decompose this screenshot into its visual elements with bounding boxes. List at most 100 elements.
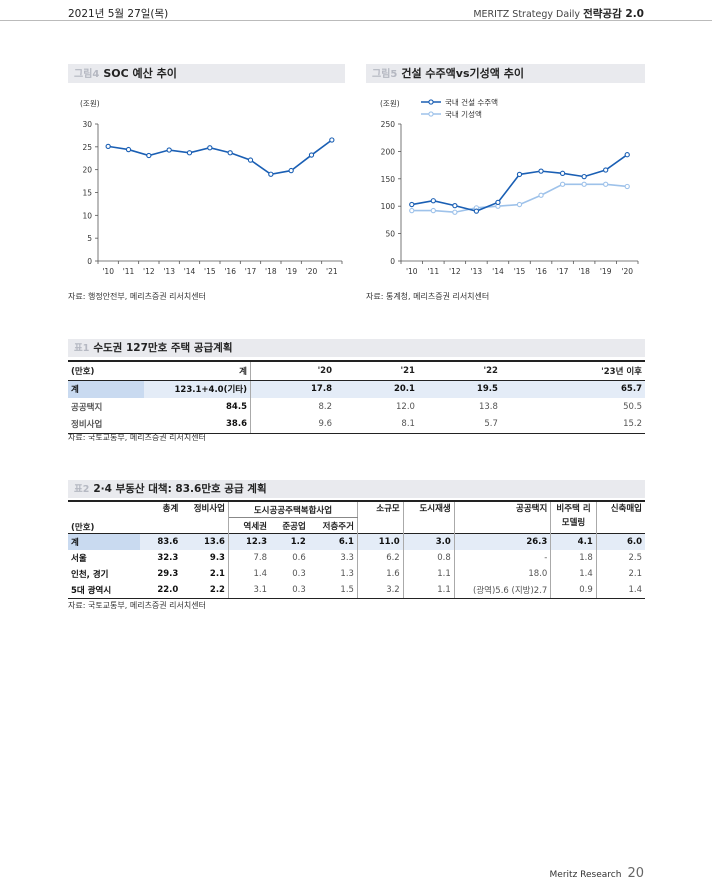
figure5-legend-marker [428, 111, 434, 117]
table-cell: 6.2 [357, 550, 404, 566]
figure5-data-point [624, 183, 630, 190]
table2-unit: (만호) [71, 523, 95, 533]
figure4-x-tick-label: '11 [123, 267, 135, 276]
figure4-title-bar: 그림4 SOC 예산 추이 [68, 64, 345, 83]
table-cell: 0.3 [270, 582, 309, 599]
figure4-label: 그림4 [74, 69, 100, 80]
table-cell: 3.2 [357, 582, 404, 599]
figure5-x-tick-label: '17 [557, 267, 569, 276]
table-cell: 5.7 [417, 415, 501, 434]
table-cell: 3.3 [308, 550, 358, 566]
figure5-y-tick-label: 50 [385, 230, 395, 239]
table2-header: 총계 [162, 504, 179, 514]
table2-source: 자료: 국토교통부, 메리츠증권 리서치센터 [68, 601, 206, 610]
table-cell: 1.4 [550, 566, 597, 582]
table-cell: 1.1 [403, 582, 455, 599]
figure5-y-tick-label: 100 [381, 202, 396, 211]
figure4-y-tick-label: 25 [82, 143, 92, 152]
table-cell: 12.3 [228, 533, 270, 550]
table1-header: '21 [335, 360, 418, 381]
figure5-x-tick-label: '11 [428, 267, 440, 276]
figure5-ylabel: (조원) [380, 99, 400, 108]
figure4-x-tick-label: '12 [143, 267, 155, 276]
figure5-x-tick-label: '12 [449, 267, 461, 276]
figure5-x-tick-label: '20 [621, 267, 633, 276]
figure5-data-point [538, 192, 544, 198]
table-cell: 6.0 [596, 533, 645, 550]
table-cell: 2.2 [181, 582, 229, 599]
table-cell: 4.1 [550, 533, 597, 550]
table-cell: 9.3 [181, 550, 229, 566]
table-cell: 13.8 [478, 401, 498, 412]
table1-header: '23년 이후 [500, 360, 645, 381]
figure4-x-tick-label: '17 [245, 267, 257, 276]
figure5-data-point [452, 209, 458, 215]
figure5-label: 그림5 [372, 69, 398, 80]
table-cell: 서울 [71, 554, 87, 564]
table-row: 5대 광역시 22.0 2.2 3.1 0.3 1.5 3.2 1.1 (광역)5.6 (지방)… [68, 582, 645, 599]
table-cell: 50.5 [623, 401, 642, 412]
figure5-legend-label: 국내 건설 수주액 [445, 97, 498, 107]
figure4-chart: (조원) 0 5 10 15 20 25 30 '10 '11 '12 '13 '14 '15 '16 '17… [80, 99, 343, 276]
figure4-data-point [308, 152, 315, 158]
figure5-series-line [411, 183, 628, 214]
table-cell: 26.3 [454, 533, 552, 550]
table-cell: 계 [68, 380, 144, 398]
table-cell: 정비사업 [68, 415, 144, 434]
table-cell: 7.8 [253, 553, 267, 563]
figure5-data-point [581, 181, 587, 187]
figure5-data-point [624, 152, 630, 158]
table-cell: 인천, 경기 [71, 570, 109, 580]
figure5-data-point [409, 207, 415, 214]
table-cell: 2.1 [181, 566, 229, 582]
figure4-x-tick-label: '13 [163, 267, 175, 276]
table-row: 공공택지 84.5 8.2 12.0 13.8 50.5 [68, 398, 645, 416]
table1-title-bar: 표1 수도권 127만호 주택 공급계획 [68, 339, 645, 357]
figure5-data-point [581, 173, 587, 180]
table2-header: 공공택지 [454, 501, 552, 534]
table-cell: 5대 광역시 [68, 582, 141, 599]
figure4-data-point [186, 150, 193, 156]
table-cell: 6.1 [308, 533, 358, 550]
table1: (만호) 계 '20 '21 '22 '23년 이후 계 123.1+4.0(기… [68, 360, 645, 434]
table-cell: 29.3 [157, 569, 179, 579]
table2-header: 비주택 리모델링 [550, 501, 597, 534]
table-row: 정비사업 38.6 9.6 8.1 5.7 15.2 [68, 415, 645, 434]
table2-header-group: 도시공공주택복합사업 [228, 501, 358, 518]
table-cell: 12.0 [396, 401, 415, 412]
figure5-data-point [409, 201, 415, 208]
table1-header: '22 [417, 360, 501, 381]
figure5-y-tick-label: 150 [381, 175, 396, 184]
figure5-data-point [559, 170, 566, 176]
table2-header: 도시재생 [403, 501, 455, 534]
table1-source: 자료: 국토교통부, 메리츠증권 리서치센터 [68, 433, 206, 442]
figure4-data-point [166, 147, 172, 153]
table-cell: 1.1 [403, 566, 455, 582]
table-cell: 3.0 [403, 533, 455, 550]
table1-label: 표1 [74, 343, 90, 354]
figure4-x-tick-label: '21 [326, 267, 338, 276]
table2-title-bar: 표2 2·4 부동산 대책: 83.6만호 공급 계획 [68, 480, 645, 498]
figure4-x-tick-label: '10 [102, 267, 114, 276]
table-cell: 19.5 [417, 380, 501, 398]
table-cell: (광역)5.6 (지방)2.7 [454, 582, 552, 599]
section-name: 전략공감 2.0 [583, 8, 644, 20]
figure5-title: 건설 수주액vs기성액 추이 [401, 67, 524, 80]
figure4-y-tick-label: 20 [82, 166, 92, 175]
table-cell: 11.0 [357, 533, 404, 550]
figure5-title-bar: 그림5 건설 수주액vs기성액 추이 [366, 64, 645, 83]
table-cell: - [454, 550, 552, 566]
table-cell: 9.6 [250, 415, 335, 434]
publication-header: MERITZ Strategy Daily 전략공감 2.0 [473, 6, 644, 21]
figure5-y-tick-label: 200 [381, 147, 396, 156]
figure4-x-tick-label: '16 [224, 267, 236, 276]
figure4-data-point [227, 150, 233, 156]
figure5-x-tick-label: '18 [578, 267, 590, 276]
figure5-source: 자료: 통계청, 메리츠증권 리서치센터 [366, 292, 490, 301]
figure4-x-tick-label: '19 [285, 267, 297, 276]
table-cell: 0.9 [550, 582, 597, 599]
figure4-data-point [146, 152, 152, 159]
table-cell: 15.2 [500, 415, 645, 434]
table-row: 인천, 경기 29.3 2.1 1.4 0.3 1.3 1.6 1.1 18.0 1.4 2.1 [68, 566, 645, 582]
table2-subheader-row: 역세권 준공업 저층주거 [68, 517, 645, 534]
